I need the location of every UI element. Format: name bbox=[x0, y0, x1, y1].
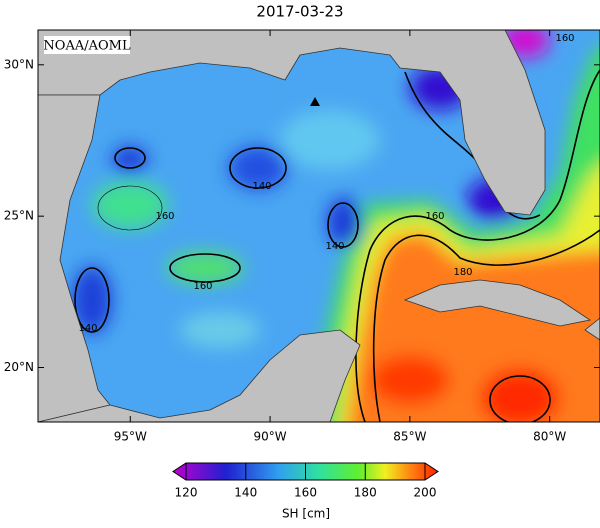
colorbar-label: SH [cm] bbox=[282, 507, 330, 521]
contour-label: 160 bbox=[193, 281, 212, 292]
x-tick-label: 90°W bbox=[253, 430, 286, 444]
source-label: NOAA/AOML bbox=[43, 39, 131, 54]
contour-label: 140 bbox=[325, 241, 344, 252]
y-tick-label: 25°N bbox=[4, 209, 34, 223]
contour-label: 160 bbox=[425, 211, 444, 222]
colorbar-tick-label: 120 bbox=[175, 486, 198, 500]
contour-label: 140 bbox=[252, 181, 271, 192]
contour-label: 160 bbox=[155, 211, 174, 222]
colorbar-tick-label: 140 bbox=[234, 486, 257, 500]
colorbar-tick-label: 160 bbox=[294, 486, 317, 500]
y-tick-label: 20°N bbox=[4, 360, 34, 374]
source-box bbox=[44, 36, 130, 54]
x-tick-label: 80°W bbox=[533, 430, 566, 444]
station-marker bbox=[310, 97, 320, 106]
colorbar-tick-label: 180 bbox=[354, 486, 377, 500]
x-tick-label: 85°W bbox=[393, 430, 426, 444]
y-tick-label: 30°N bbox=[4, 57, 34, 71]
colorbar-tick-label: 200 bbox=[414, 486, 437, 500]
contour-label: 140 bbox=[78, 323, 97, 334]
map-frame bbox=[37, 29, 600, 423]
map-area bbox=[38, 30, 600, 422]
contour-label: 180 bbox=[453, 267, 472, 278]
contour-label: 160 bbox=[555, 33, 574, 44]
x-tick-label: 95°W bbox=[114, 430, 147, 444]
map-title: 2017-03-23 bbox=[256, 3, 343, 21]
